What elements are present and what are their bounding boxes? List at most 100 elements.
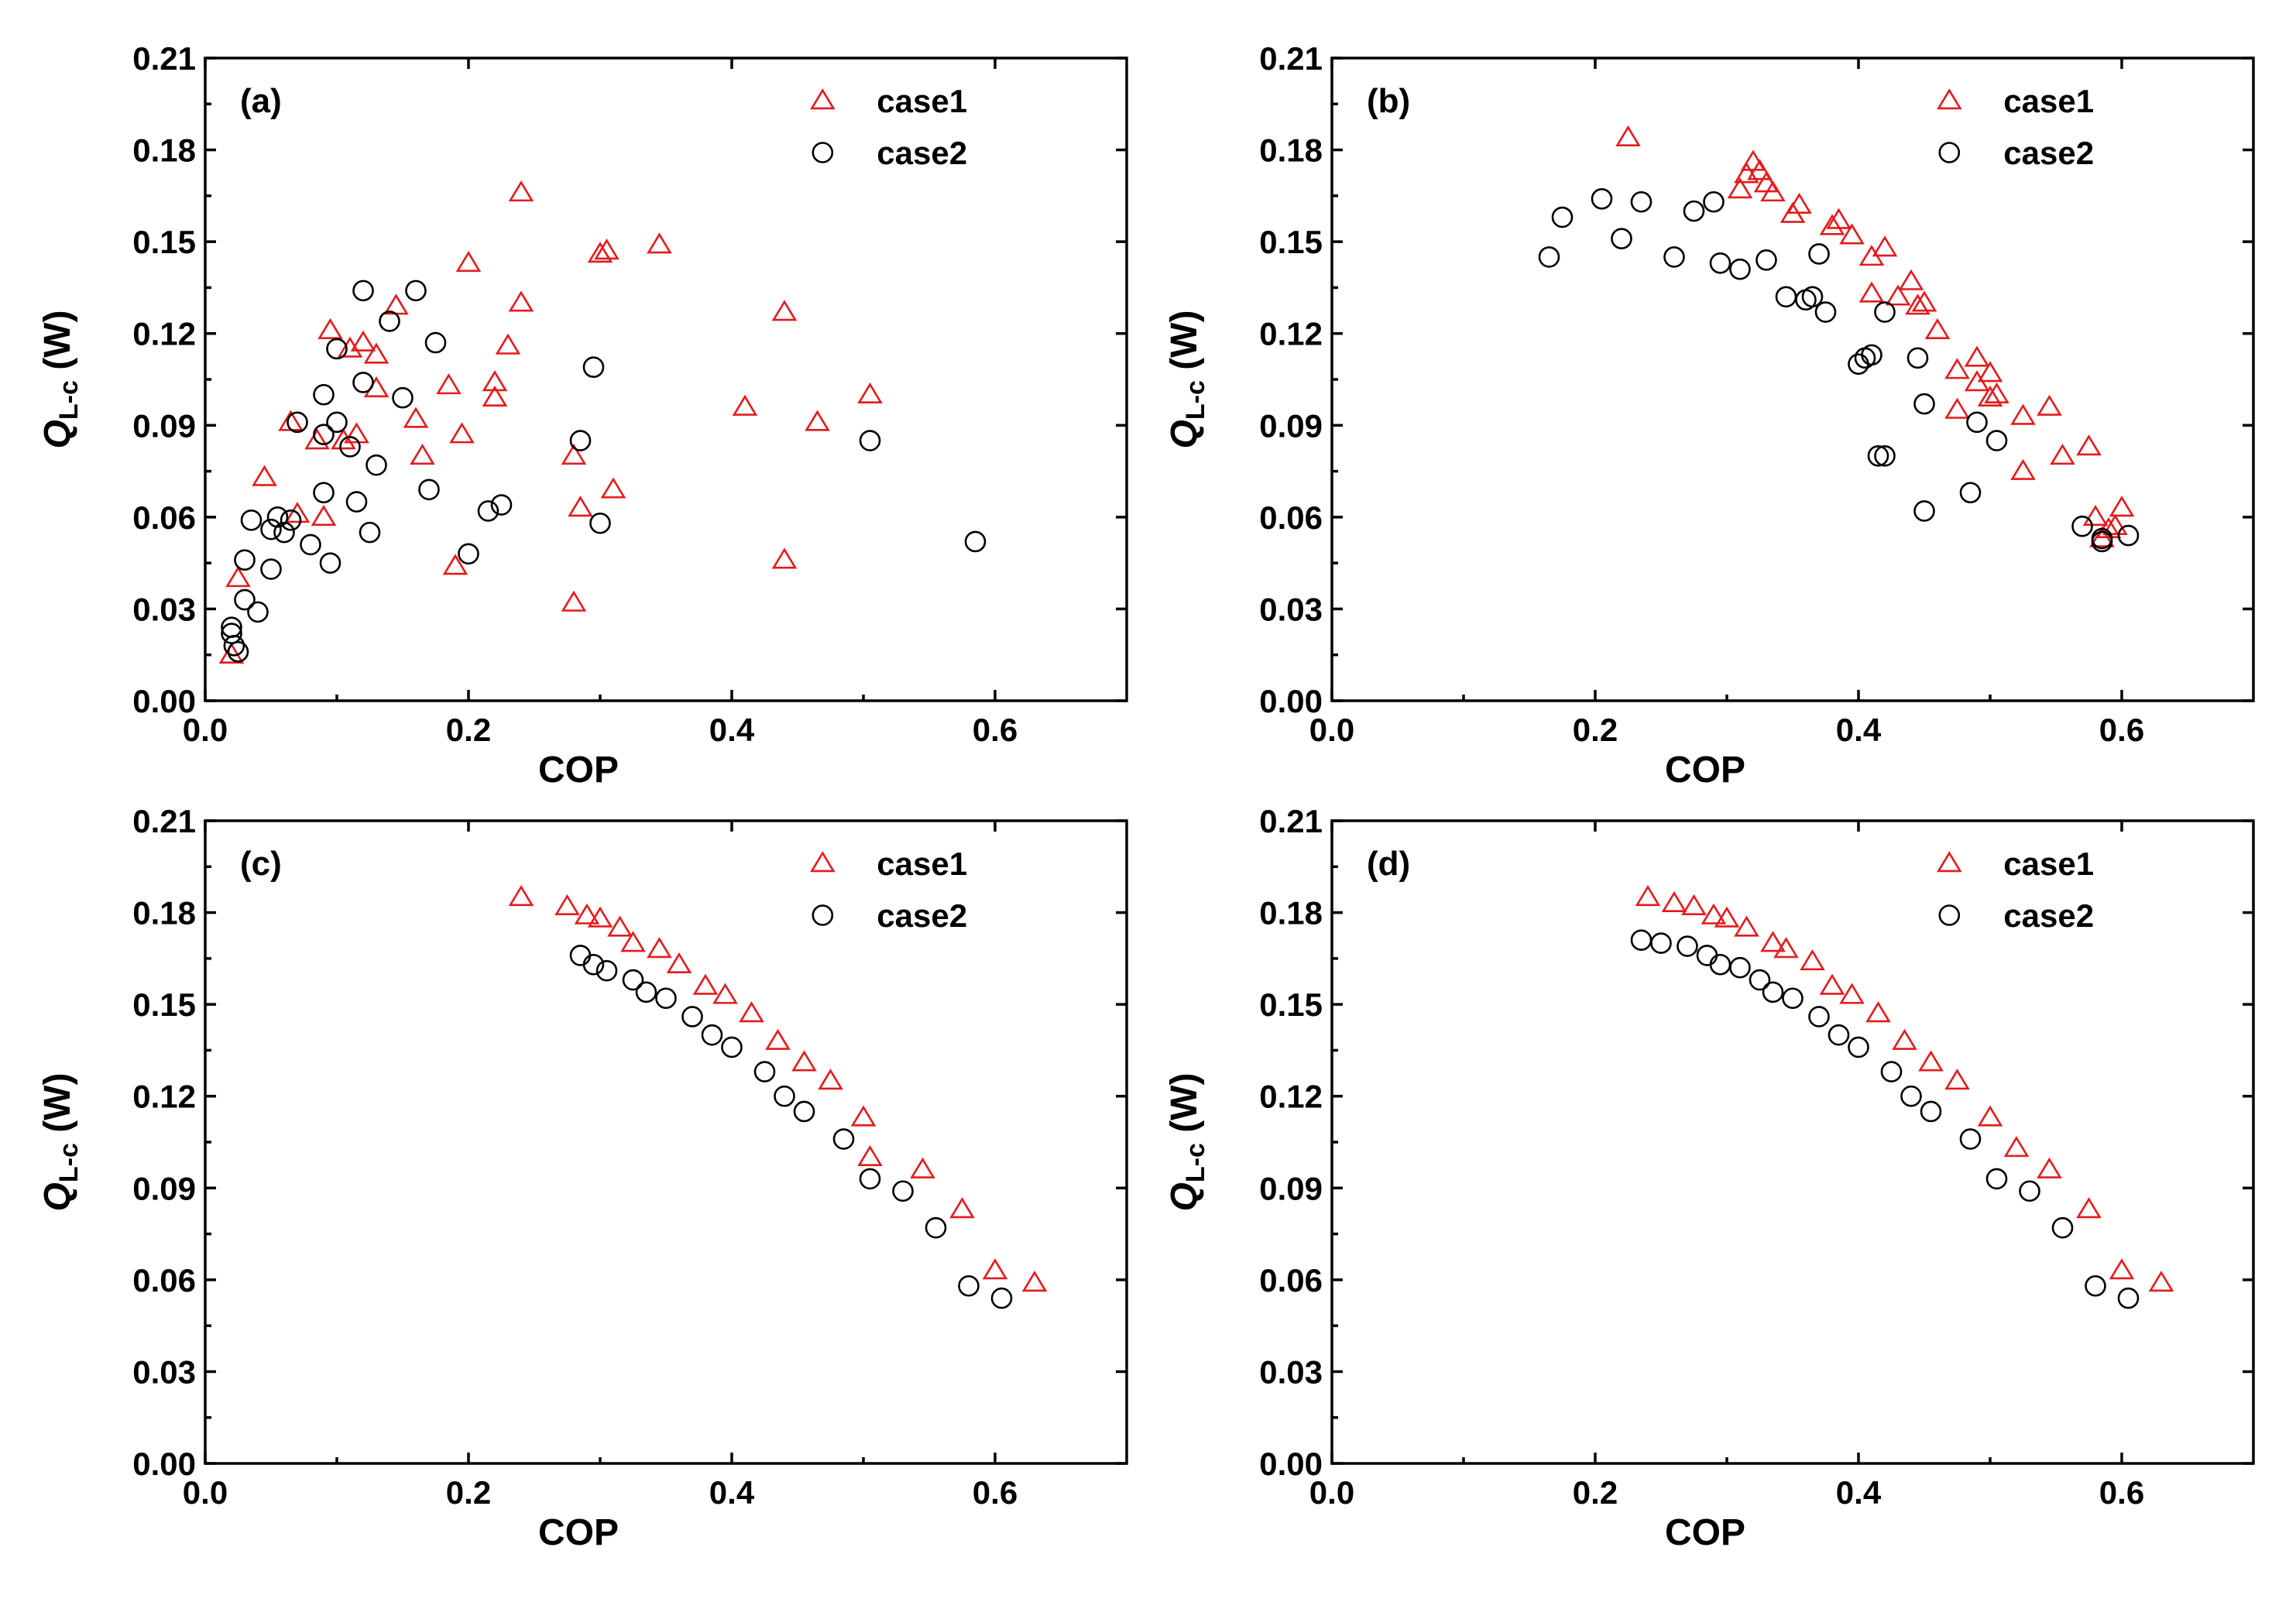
y-tick-label: 0.06	[1259, 499, 1323, 536]
data-point-case1	[284, 502, 311, 523]
legend-label-case2: case2	[877, 897, 967, 934]
data-point-case1	[1977, 1105, 2003, 1127]
data-point-case1	[982, 1258, 1008, 1280]
data-point-case2	[1762, 981, 1784, 1003]
data-point-case2	[247, 601, 269, 623]
y-tick-label: 0.21	[132, 40, 196, 77]
data-point-case1	[363, 342, 390, 364]
data-point-case1	[225, 566, 251, 588]
data-point-case1	[1865, 1001, 1891, 1023]
x-tick-label: 0.6	[973, 1474, 1018, 1511]
data-point-case1	[449, 422, 475, 444]
data-point-case2	[622, 969, 644, 991]
data-point-case2	[958, 1275, 980, 1297]
data-point-case2	[326, 411, 348, 434]
y-axis-title: QL-c (W)	[1164, 310, 1210, 449]
data-point-case1	[363, 376, 390, 398]
data-point-case1	[1964, 345, 1990, 367]
data-point-case2	[990, 1287, 1013, 1309]
data-point-case2	[1966, 411, 1988, 434]
legend-label-case1: case1	[877, 846, 967, 882]
plot-frame	[1330, 57, 2255, 702]
data-point-case1	[1892, 1028, 1917, 1050]
data-point-case1	[1615, 125, 1641, 147]
data-point-case1	[607, 915, 633, 937]
data-point-case1	[1826, 208, 1852, 229]
data-point-case2	[1709, 252, 1731, 274]
data-point-case1	[2010, 458, 2036, 480]
data-point-case1	[482, 385, 508, 407]
legend-marker-case2	[1938, 142, 1961, 163]
data-point-case1	[587, 242, 613, 263]
data-point-case1	[1760, 180, 1786, 202]
legend-label-case1: case1	[877, 83, 967, 119]
data-point-case1	[350, 330, 376, 352]
data-point-case2	[458, 543, 479, 565]
data-point-case1	[1885, 284, 1911, 306]
legend-marker-case1	[810, 851, 836, 873]
data-point-case2	[1663, 246, 1685, 268]
data-point-case2	[234, 549, 256, 571]
data-point-case2	[925, 1216, 947, 1239]
y-axis-title-unit: (W)	[37, 310, 78, 381]
data-point-case1	[1898, 269, 1924, 290]
data-point-case2	[1848, 1036, 1869, 1058]
data-point-case1	[331, 428, 356, 450]
data-point-case2	[2019, 1180, 2040, 1202]
data-point-case2	[1808, 243, 1830, 265]
data-point-case1	[2148, 1270, 2174, 1292]
data-point-case1	[620, 931, 646, 952]
legend-label-case2: case2	[877, 135, 967, 171]
data-point-case1	[587, 906, 613, 928]
y-axis-title: QL-c (W)	[1164, 1073, 1210, 1212]
x-tick-label: 0.0	[1309, 1474, 1354, 1511]
legend-label-case1: case1	[2003, 846, 2094, 882]
data-point-case1	[403, 407, 429, 428]
data-point-case2	[273, 521, 295, 544]
data-point-case1	[1753, 171, 1779, 193]
data-point-case2	[1683, 200, 1705, 222]
data-point-case1	[2109, 496, 2135, 517]
data-point-case1	[1977, 385, 2003, 407]
y-axis-title-sub: L-c	[54, 380, 84, 420]
x-tick-label: 0.0	[1309, 712, 1354, 748]
data-point-case2	[793, 1100, 815, 1123]
y-tick-label: 0.21	[132, 803, 196, 839]
data-point-case2	[859, 430, 881, 451]
legend-label-case1: case1	[2003, 83, 2094, 119]
data-point-case2	[260, 558, 282, 580]
data-point-case1	[2076, 1197, 2102, 1219]
data-point-case1	[1905, 293, 1930, 315]
data-point-case1	[495, 333, 521, 355]
data-point-case2	[2051, 1216, 2074, 1239]
x-tick-label: 0.2	[446, 712, 491, 748]
data-point-case2	[266, 506, 289, 528]
x-tick-label: 0.4	[709, 712, 755, 748]
x-axis-title: COP	[538, 1512, 619, 1553]
data-point-case2	[280, 509, 302, 531]
data-point-case2	[221, 623, 242, 644]
data-point-case2	[227, 640, 249, 663]
data-point-case1	[2102, 513, 2128, 535]
data-point-case1	[850, 1105, 877, 1127]
data-point-case1	[574, 903, 600, 925]
y-axis-title-main: Q	[37, 420, 78, 448]
data-point-case2	[1900, 1085, 1922, 1107]
data-point-case1	[1773, 937, 1799, 959]
data-point-case1	[436, 373, 462, 395]
data-point-case2	[1874, 301, 1896, 323]
data-point-case1	[732, 394, 758, 416]
data-point-case1	[739, 1001, 764, 1023]
data-point-case2	[339, 436, 361, 458]
data-point-case2	[832, 1128, 855, 1150]
data-point-case2	[1703, 190, 1725, 213]
data-point-case1	[771, 547, 798, 569]
data-point-case1	[692, 973, 719, 995]
data-point-case2	[1874, 445, 1896, 467]
data-point-case1	[568, 496, 593, 517]
y-tick-label: 0.03	[132, 1353, 196, 1390]
data-point-case1	[2076, 434, 2102, 456]
legend-label-case2: case2	[2003, 897, 2094, 934]
data-point-case2	[892, 1180, 914, 1202]
